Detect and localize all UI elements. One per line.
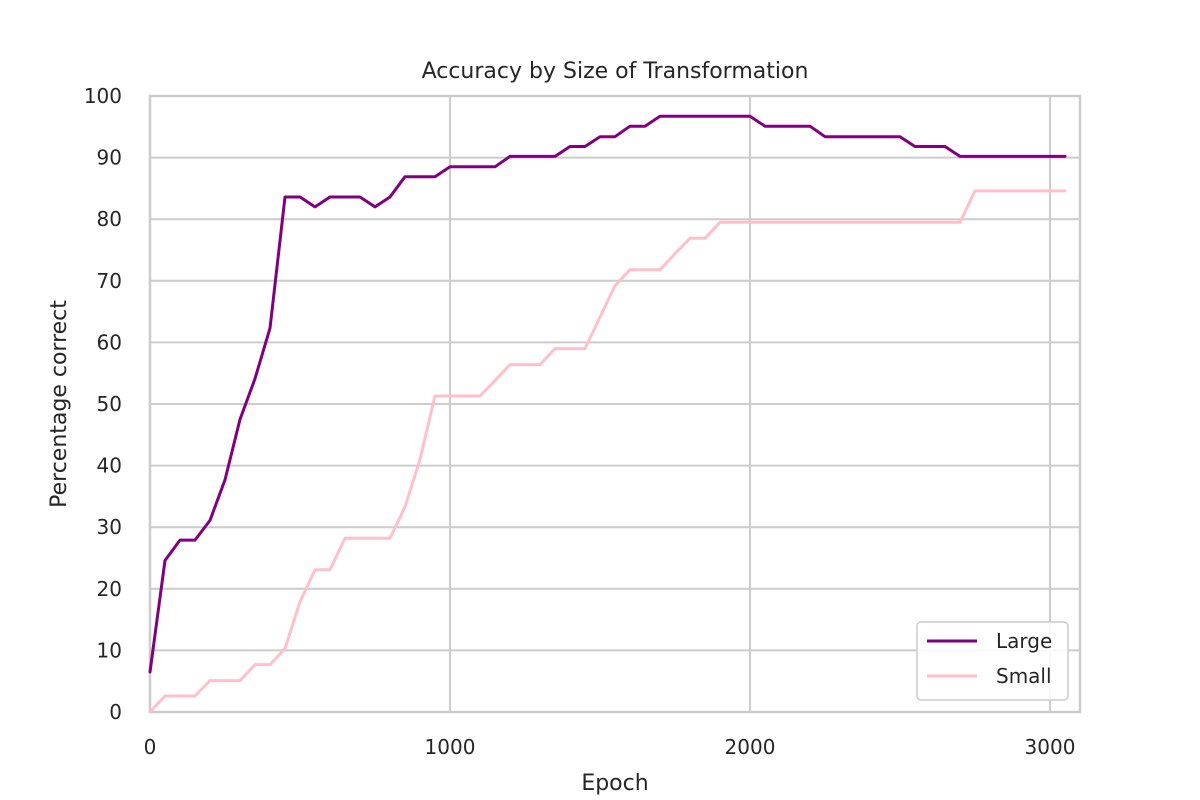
plot-frame xyxy=(148,94,1082,714)
x-tick-label: 1000 xyxy=(425,735,476,759)
series-line-large xyxy=(148,114,1067,674)
y-tick-label: 100 xyxy=(84,84,122,108)
y-tick-label: 60 xyxy=(97,330,122,354)
legend-label-small: Small xyxy=(996,664,1052,688)
y-tick-label: 40 xyxy=(97,454,122,478)
chart-title: Accuracy by Size of Transformation xyxy=(422,59,809,84)
series-line-small xyxy=(148,189,1067,714)
x-tick-label: 2000 xyxy=(725,735,776,759)
x-tick-label: 3000 xyxy=(1025,735,1076,759)
y-axis-title: Percentage correct xyxy=(47,300,72,508)
y-tick-label: 10 xyxy=(97,638,122,662)
series-lines xyxy=(148,114,1067,714)
y-tick-label: 20 xyxy=(97,577,122,601)
legend: Large Small xyxy=(916,621,1069,701)
y-tick-label: 30 xyxy=(97,515,122,539)
y-tick-label: 0 xyxy=(109,700,122,724)
x-axis-title: Epoch xyxy=(581,771,648,796)
y-tick-label: 80 xyxy=(97,207,122,231)
y-tick-label: 70 xyxy=(97,269,122,293)
legend-label-large: Large xyxy=(996,629,1052,653)
y-tick-label: 90 xyxy=(97,146,122,170)
y-tick-label: 50 xyxy=(97,392,122,416)
x-tick-label: 0 xyxy=(144,735,157,759)
